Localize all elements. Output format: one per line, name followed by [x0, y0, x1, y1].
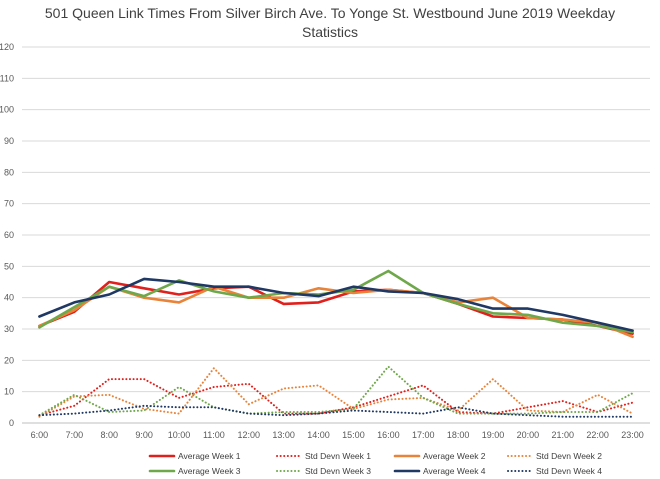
x-tick-label: 23:00	[621, 430, 644, 440]
x-tick-label: 18:00	[447, 430, 470, 440]
y-tick-label: 120	[0, 42, 14, 52]
series-line	[38, 269, 634, 334]
legend-label: Average Week 3	[178, 466, 241, 476]
x-tick-label: 9:00	[135, 430, 153, 440]
series-line	[38, 404, 634, 418]
legend-label: Std Devn Week 2	[536, 451, 602, 461]
x-tick-label: 8:00	[100, 430, 118, 440]
x-tick-label: 6:00	[31, 430, 49, 440]
x-tick-label: 21:00	[552, 430, 575, 440]
y-tick-label: 100	[0, 105, 14, 115]
y-tick-label: 0	[9, 418, 14, 428]
legend-label: Average Week 4	[423, 466, 486, 476]
x-tick-label: 20:00	[517, 430, 540, 440]
y-tick-label: 30	[4, 324, 14, 334]
x-tick-label: 10:00	[168, 430, 191, 440]
y-tick-label: 40	[4, 293, 14, 303]
legend-label: Std Devn Week 3	[305, 466, 371, 476]
x-tick-label: 16:00	[377, 430, 400, 440]
legend-label: Std Devn Week 1	[305, 451, 371, 461]
legend-label: Average Week 2	[423, 451, 486, 461]
y-tick-label: 20	[4, 355, 14, 365]
x-tick-label: 11:00	[203, 430, 225, 440]
chart-subtitle: Statistics	[301, 24, 358, 40]
x-tick-label: 17:00	[412, 430, 435, 440]
x-tick-label: 15:00	[342, 430, 365, 440]
chart-title: 501 Queen Link Times From Silver Birch A…	[0, 4, 660, 42]
x-tick-label: 22:00	[586, 430, 609, 440]
legend-label: Std Devn Week 4	[536, 466, 602, 476]
chart-title-line-1: 501 Queen Link Times From Silver Birch A…	[44, 5, 616, 21]
x-tick-label: 7:00	[66, 430, 84, 440]
y-tick-label: 60	[4, 230, 14, 240]
y-tick-label: 90	[4, 136, 14, 146]
y-tick-label: 50	[4, 261, 14, 271]
series-line	[38, 365, 634, 417]
legend-label: Average Week 1	[178, 451, 241, 461]
series-line	[38, 277, 634, 332]
x-tick-label: 13:00	[272, 430, 295, 440]
x-tick-label: 14:00	[307, 430, 330, 440]
y-tick-label: 80	[4, 167, 14, 177]
x-tick-label: 19:00	[482, 430, 505, 440]
y-tick-label: 110	[0, 73, 14, 83]
x-tick-label: 12:00	[238, 430, 261, 440]
series-line	[38, 367, 634, 418]
y-tick-label: 70	[4, 199, 14, 209]
y-tick-label: 10	[4, 387, 14, 397]
